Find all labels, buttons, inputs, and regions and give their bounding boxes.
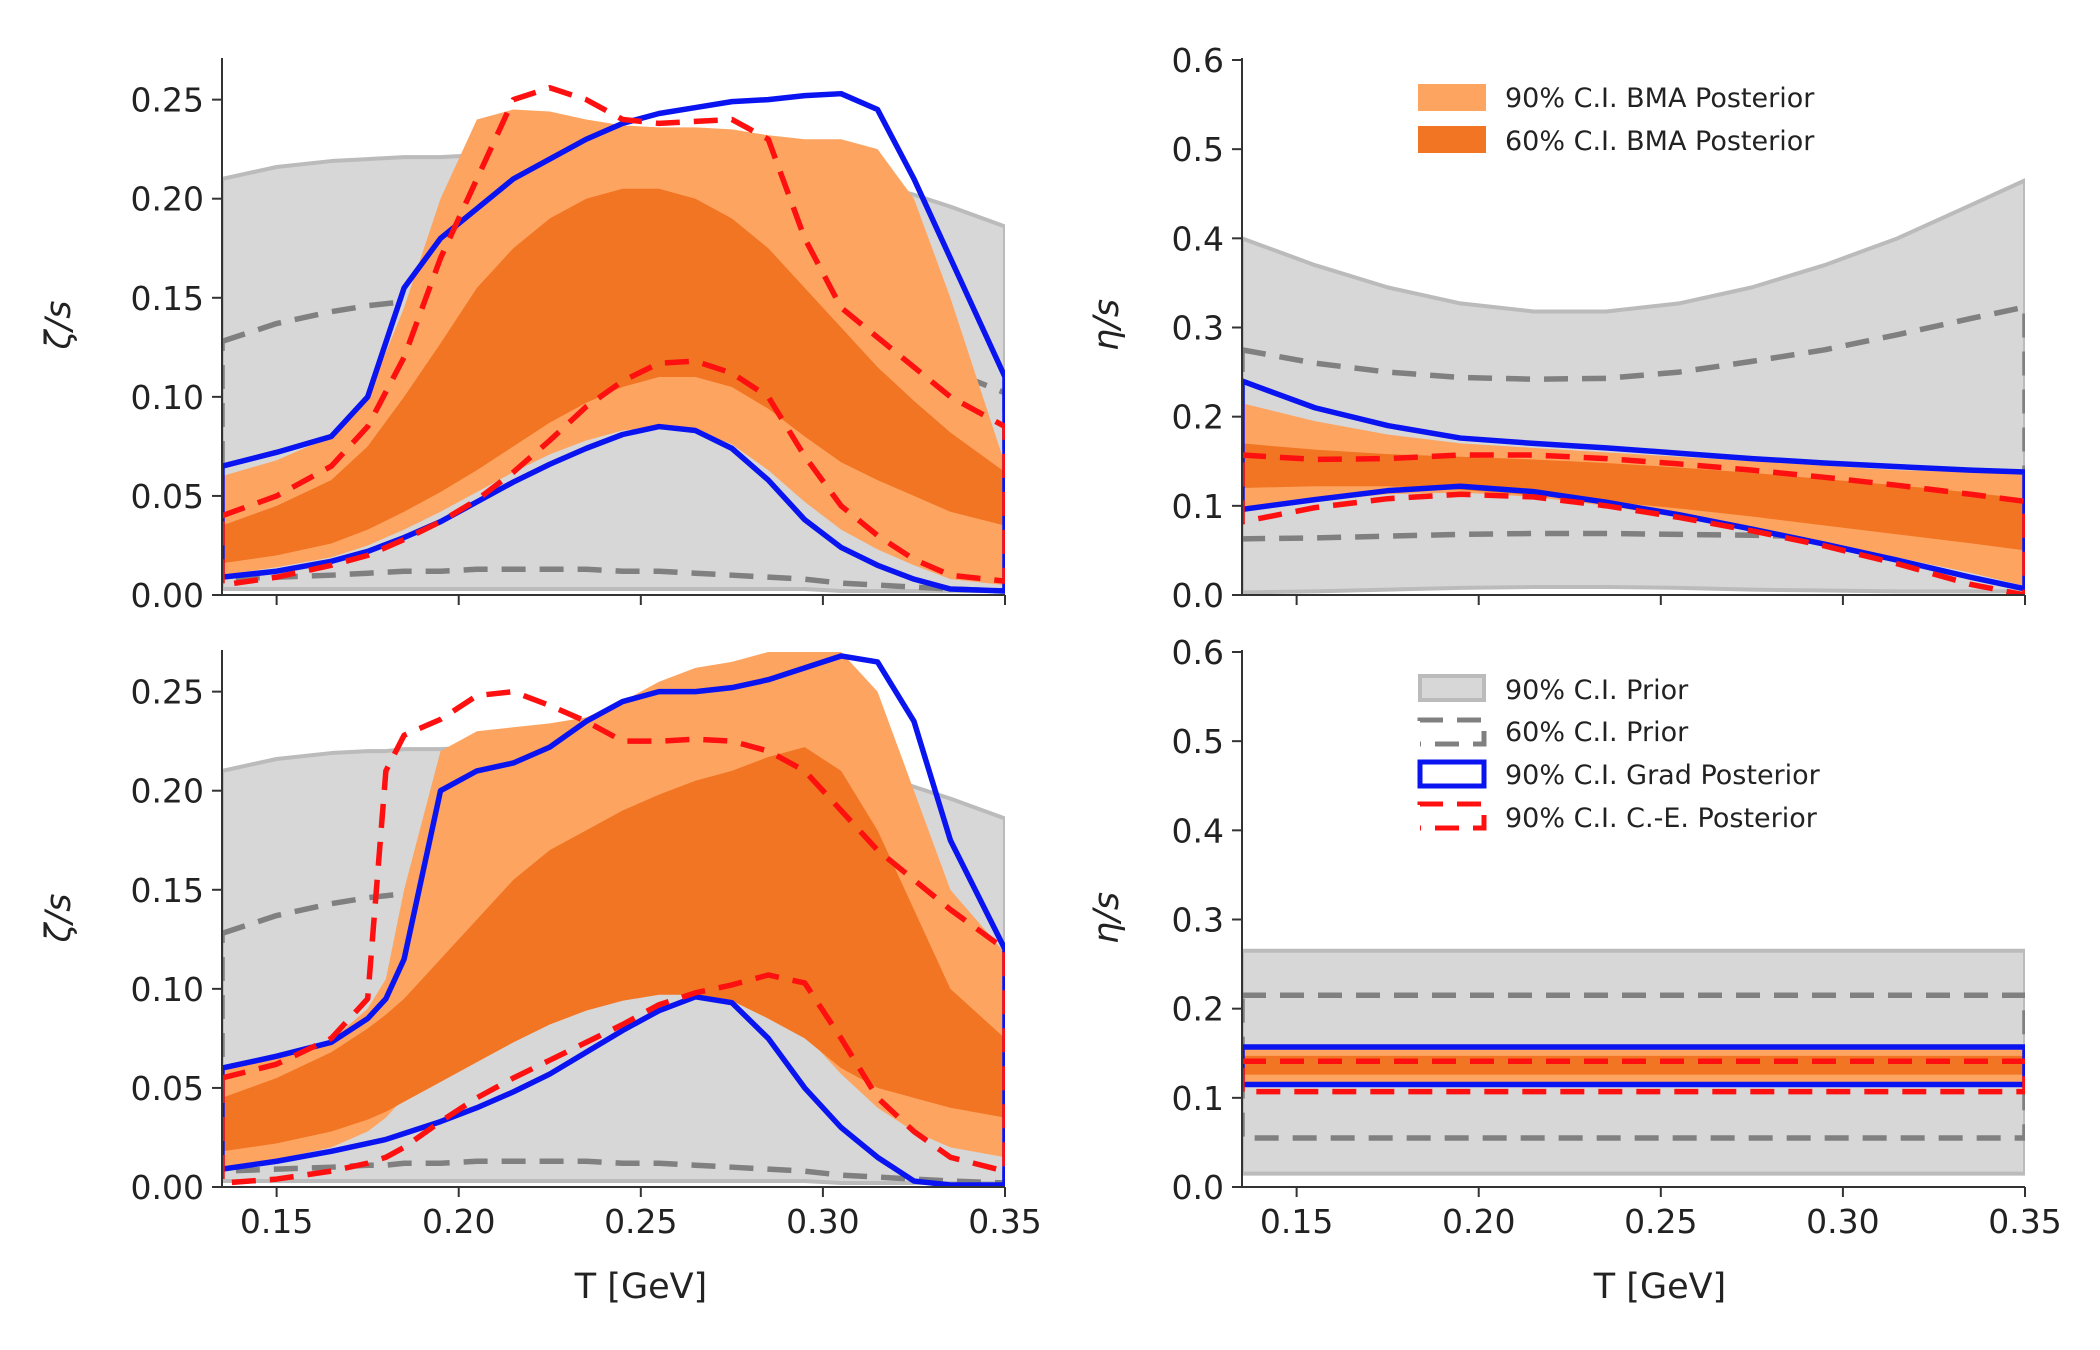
legend-bma: 90% C.I. BMA Posterior 60% C.I. BMA Post… (1418, 83, 1815, 157)
zeta-top-60-c-i-prior-band (222, 295, 1005, 594)
eta-bottom-90-c-i-grad-posterior-band (1242, 1044, 2025, 1088)
eta-bottom-ytick-label: 0.1 (1172, 1079, 1224, 1118)
legend-bma60-swatch (1418, 126, 1486, 153)
eta-top-ytick-label: 0.2 (1172, 398, 1224, 437)
panel-zeta-bottom: 0.15 0.20 0.25 0.30 0.35 0.00 0.05 0.10 0.15 0.20… (39, 650, 1042, 1307)
eta-top-ytick-label: 0.6 (1172, 41, 1224, 80)
zeta-top-ytick-label: 0.00 (131, 576, 204, 615)
zeta-top-axes: 0.00 0.05 0.10 0.15 0.20 0.25 (131, 58, 1006, 615)
eta-top-plot-area (1242, 178, 2025, 595)
zeta-bottom-60-c-i-bma-posterior-band (222, 747, 1005, 1152)
zeta-top-ytick-label: 0.10 (131, 378, 204, 417)
zeta-top-ytick-label: 0.25 (131, 81, 204, 120)
legend-ce-swatch (1417, 801, 1487, 831)
zeta-bottom-ytick-label: 0.15 (131, 871, 204, 910)
zeta-top-ytick-label: 0.05 (131, 477, 204, 516)
zeta-bottom-xtick-label: 0.25 (604, 1202, 677, 1241)
eta-bottom-ytick-label: 0.5 (1172, 722, 1224, 761)
zeta-bottom-xlabel: T [GeV] (574, 1267, 707, 1307)
eta-bottom-ytick-label: 0.0 (1172, 1168, 1224, 1207)
eta-top-ytick-label: 0.0 (1172, 576, 1224, 615)
zeta-bottom-ytick-label: 0.25 (131, 673, 204, 712)
eta-top-60-c-i-bma-posterior-band (1242, 443, 2025, 551)
zeta-bottom-ytick-label: 0.00 (131, 1168, 204, 1207)
eta-bottom-xlabel: T [GeV] (1593, 1267, 1726, 1307)
eta-top-ytick-label: 0.5 (1172, 130, 1224, 169)
eta-bottom-ytick-label: 0.3 (1172, 901, 1224, 940)
zeta-top-ylabel: ζ/s (39, 300, 79, 350)
legend-grad-swatch (1417, 759, 1487, 789)
zeta-bottom-xtick-label: 0.15 (240, 1202, 313, 1241)
eta-bottom-xtick-label: 0.20 (1442, 1202, 1515, 1241)
eta-bottom-xtick-label: 0.30 (1806, 1202, 1879, 1241)
panel-eta-bottom: 0.15 0.20 0.25 0.30 0.35 0.0 0.1 0.2 0.3 0.4 0.5 0.… (1087, 633, 2062, 1307)
eta-top-90-c-i-grad-posterior-band (1242, 378, 2025, 592)
legend-prior90-swatch (1418, 674, 1486, 702)
eta-top-axes: 0.0 0.1 0.2 0.3 0.4 0.5 0.6 (1172, 41, 2026, 615)
legend-bma60-label: 60% C.I. BMA Posterior (1505, 126, 1815, 157)
legend-ce-label: 90% C.I. C.-E. Posterior (1505, 803, 1818, 834)
zeta-top-plot-area (222, 84, 1005, 594)
zeta-top-90-c-i-c-e-posterior-band (222, 84, 1005, 588)
eta-bottom-ytick-label: 0.6 (1172, 633, 1224, 672)
eta-top-ylabel: η/s (1087, 299, 1127, 351)
zeta-bottom-ylabel: ζ/s (39, 893, 79, 943)
zeta-top-marks (222, 84, 1005, 594)
zeta-top-ytick-label: 0.15 (131, 279, 204, 318)
zeta-bottom-xtick-label: 0.35 (968, 1202, 1041, 1241)
zeta-bottom-xtick-label: 0.20 (422, 1202, 495, 1241)
legend-bma90-swatch (1418, 84, 1486, 111)
legend-prior60-swatch (1417, 717, 1487, 747)
eta-bottom-marks (1242, 948, 2025, 1176)
eta-bottom-xtick-label: 0.15 (1260, 1202, 1333, 1241)
eta-top-90-c-i-c-e-posterior-band (1242, 452, 2025, 595)
eta-bottom-xtick-label: 0.35 (1988, 1202, 2061, 1241)
zeta-bottom-90-c-i-c-e-posterior-band (222, 688, 1005, 1186)
zeta-bottom-marks (222, 652, 1005, 1187)
eta-bottom-axes: 0.15 0.20 0.25 0.30 0.35 0.0 0.1 0.2 0.3 0.4 0.5 0.… (1172, 633, 2062, 1241)
eta-bottom-ytick-label: 0.4 (1172, 811, 1224, 850)
zeta-top-ytick-label: 0.20 (131, 180, 204, 219)
eta-bottom-ylabel: η/s (1087, 892, 1127, 944)
eta-top-marks (1242, 178, 2025, 595)
zeta-top-60-c-i-bma-posterior-band (222, 188, 1005, 564)
eta-bottom-xtick-label: 0.25 (1624, 1202, 1697, 1241)
legend-prior90-label: 90% C.I. Prior (1505, 675, 1689, 706)
eta-top-ytick-label: 0.4 (1172, 219, 1224, 258)
zeta-bottom-ytick-label: 0.05 (131, 1069, 204, 1108)
zeta-bottom-plot-area (222, 652, 1005, 1187)
panel-zeta-top: 0.00 0.05 0.10 0.15 0.20 0.25 ζ/s (39, 58, 1006, 615)
eta-bottom-ytick-label: 0.2 (1172, 990, 1224, 1029)
legend-prior60-label: 60% C.I. Prior (1505, 717, 1689, 748)
eta-top-ytick-label: 0.1 (1172, 487, 1224, 526)
legend-grad-label: 90% C.I. Grad Posterior (1505, 760, 1821, 791)
zeta-top-90-c-i-grad-posterior-band (222, 90, 1005, 594)
zeta-bottom-90-c-i-grad-posterior-band (222, 653, 1005, 1187)
eta-bottom-plot-area (1242, 948, 2025, 1176)
eta-top-ytick-label: 0.3 (1172, 309, 1224, 348)
zeta-bottom-ytick-label: 0.10 (131, 970, 204, 1009)
legend-bma90-label: 90% C.I. BMA Posterior (1505, 83, 1815, 114)
zeta-bottom-axes: 0.15 0.20 0.25 0.30 0.35 0.00 0.05 0.10 0.15 0.20… (131, 650, 1042, 1241)
panel-eta-top: 0.0 0.1 0.2 0.3 0.4 0.5 0.6 η/s (1087, 41, 2026, 615)
legend-priors: 90% C.I. Prior 60% C.I. Prior 90% C.I. G… (1417, 674, 1821, 834)
zeta-bottom-ytick-label: 0.20 (131, 772, 204, 811)
zeta-bottom-xtick-label: 0.30 (786, 1202, 859, 1241)
